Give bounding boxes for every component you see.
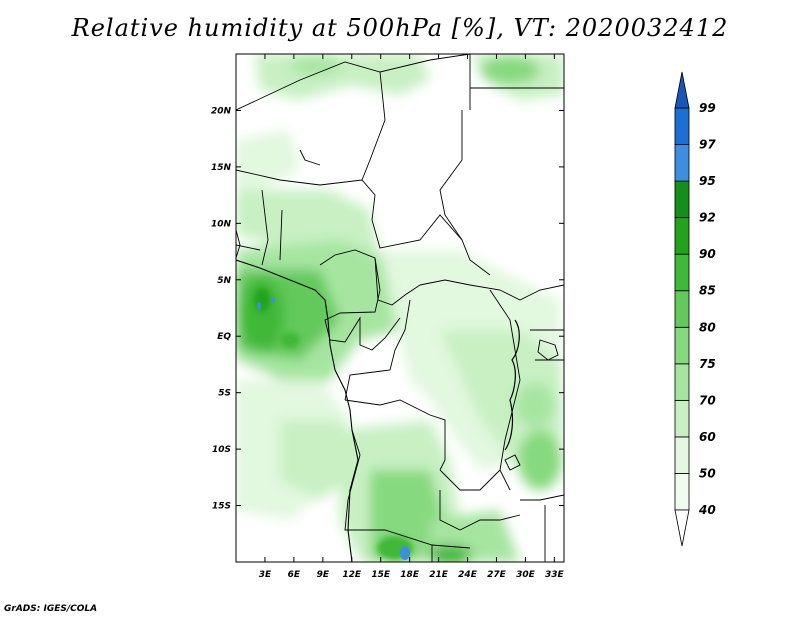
lon-tick-label: 33E [545,570,565,580]
colorbar-label: 95 [699,174,716,188]
grads-credit: GrADS: IGES/COLA [4,604,98,614]
lon-tick-label: 9E [317,570,330,580]
colorbar-label: 60 [699,430,716,444]
lon-tick-label: 15E [371,570,391,580]
colorbar-bin [674,436,690,474]
humidity-shading [236,54,564,562]
lon-tick-label: 27E [487,570,507,580]
lon-tick-label: 3E [259,570,272,580]
colorbar-bin [674,399,690,438]
country-borders [236,54,564,562]
colorbar-label: 70 [699,393,716,407]
lat-tick-label: 15S [212,502,231,512]
colorbar-label: 40 [698,503,716,517]
colorbar-label: 97 [699,138,716,152]
lat-tick-label: 15N [211,163,232,173]
lon-tick-label: 6E [288,570,301,580]
lon-tick-label: 18E [400,570,420,580]
lon-tick-label: 12E [342,570,362,580]
lat-tick-label: 10N [211,219,232,229]
latitude-axis: 20N 15N 10N 5N EQ 5S 10S 15S [211,106,564,512]
colorbar-over-arrow [674,71,690,109]
colorbar-bin [674,144,690,182]
colorbar-bin [674,290,690,328]
lon-tick-label: 30E [516,570,536,580]
colorbar-bin [674,326,690,365]
plot-frame [235,53,565,563]
colorbar-bin [674,253,690,292]
lon-tick-label: 21E [429,570,449,580]
lon-tick-label: 24E [458,570,478,580]
colorbar-bin [674,473,690,511]
colorbar-label: 50 [699,466,716,480]
lat-tick-label: 10S [212,445,231,455]
lat-tick-label: 5N [217,276,231,286]
colorbar-label: 75 [699,357,716,371]
colorbar-label: 92 [699,211,716,225]
colorbar-label: 80 [699,320,716,334]
colorbar-label: 99 [699,101,716,115]
colorbar-bin [674,107,690,145]
lat-tick-label: EQ [217,332,231,342]
colorbar-label: 90 [699,247,716,261]
colorbar: 40 50 60 70 75 80 85 90 92 95 97 99 [674,71,716,547]
lat-tick-label: 20N [211,106,232,116]
colorbar-bin [674,363,690,401]
map-title: Relative humidity at 500hPa [%], VT: 202… [71,14,729,42]
colorbar-bin [674,217,690,255]
colorbar-under-arrow [674,509,690,547]
lat-tick-label: 5S [218,389,231,399]
colorbar-label: 85 [699,284,716,298]
longitude-axis: 3E 6E 9E 12E 15E 18E 21E 24E 27E 30E 33E [259,54,565,580]
colorbar-bin [674,180,690,219]
